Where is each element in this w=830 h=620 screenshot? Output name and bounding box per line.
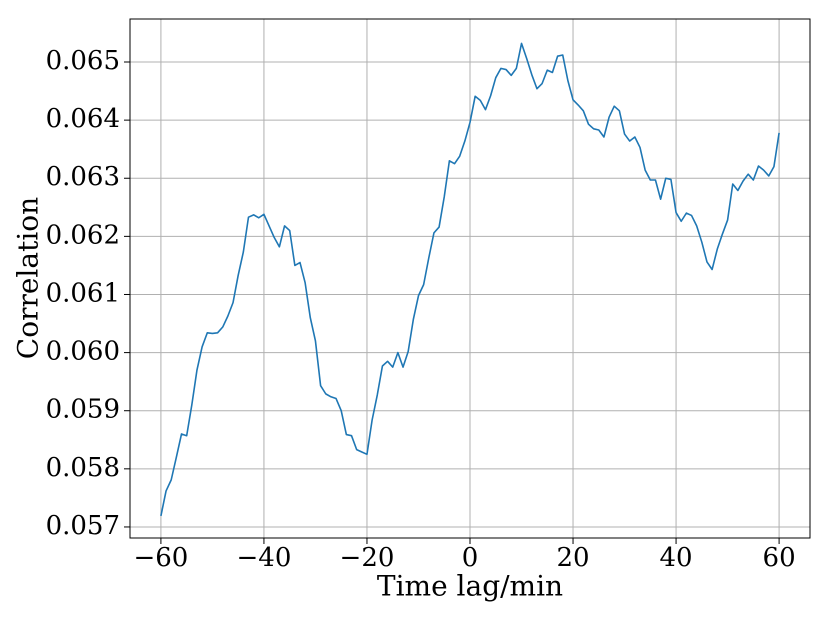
- x-tick-label: −60: [133, 543, 188, 573]
- y-tick-label: 0.060: [46, 337, 120, 367]
- y-tick-label: 0.058: [46, 453, 120, 483]
- y-axis-label: Correlation: [12, 197, 45, 359]
- y-tick-label: 0.059: [46, 395, 120, 425]
- y-tick-label: 0.064: [46, 104, 120, 134]
- y-tick-label: 0.062: [46, 220, 120, 250]
- data-line: [160, 42, 780, 517]
- y-tick-label: 0.057: [46, 511, 120, 541]
- x-tick-label: −40: [237, 543, 292, 573]
- y-tick-label: 0.065: [46, 46, 120, 76]
- x-tick-label: 20: [556, 543, 589, 573]
- plot-frame: [129, 18, 811, 539]
- y-tick-label: 0.061: [46, 278, 120, 308]
- x-axis-label: Time lag/min: [377, 570, 563, 603]
- y-tick-label: 0.063: [46, 162, 120, 192]
- x-tick-label: 0: [462, 543, 479, 573]
- x-tick-label: −20: [340, 543, 395, 573]
- x-tick-label: 60: [763, 543, 796, 573]
- x-tick-label: 40: [660, 543, 693, 573]
